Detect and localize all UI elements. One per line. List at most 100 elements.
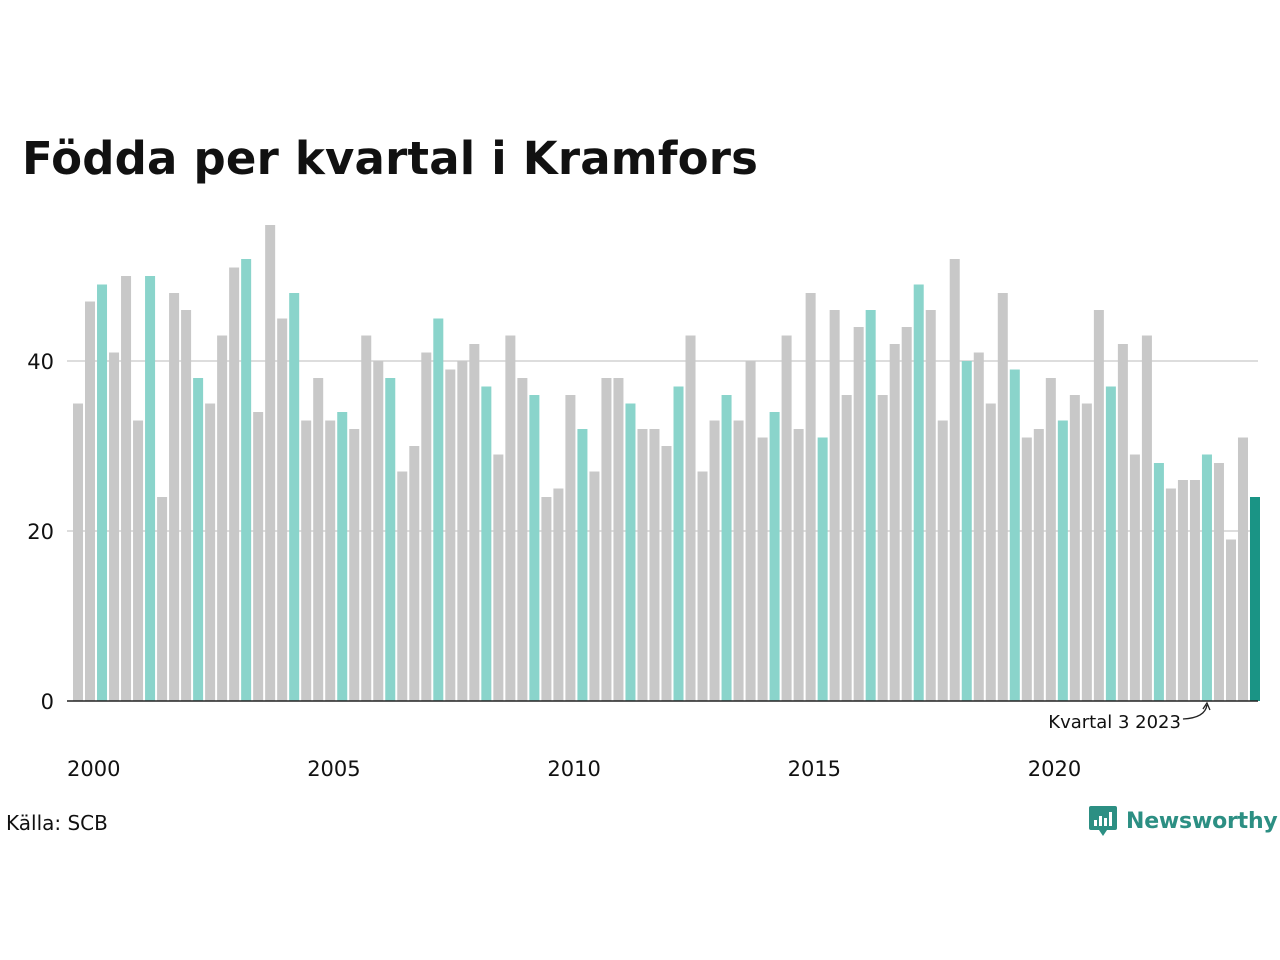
bar-2016-q4	[877, 395, 888, 701]
bar-2017-q1	[889, 344, 900, 701]
bar-2023-q2	[1189, 480, 1200, 701]
bar-2001-q2	[133, 420, 144, 701]
bar-2024-q1	[1225, 539, 1236, 701]
bar-2000-q1	[73, 403, 84, 701]
bar-2019-q2	[997, 293, 1008, 701]
x-tick-label: 2000	[67, 757, 120, 781]
bar-2008-q2	[469, 344, 480, 701]
bar-2009-q2	[517, 378, 528, 701]
bar-2009-q4	[541, 497, 552, 701]
bar-2010-q4	[589, 471, 600, 701]
bar-2014-q2	[757, 437, 768, 701]
bar-2021-q3	[1105, 386, 1116, 701]
bar-2001-q3	[145, 276, 156, 701]
x-tick-label: 2005	[307, 757, 360, 781]
bar-2007-q1	[409, 446, 420, 701]
bar-2015-q3	[817, 437, 828, 701]
bar-2005-q1	[313, 378, 324, 701]
bar-2019-q1	[985, 403, 996, 701]
bar-2004-q1	[265, 225, 276, 701]
bar-2018-q2	[949, 259, 960, 701]
bar-2002-q2	[181, 310, 192, 701]
x-tick-label: 2015	[788, 757, 841, 781]
bar-2020-q1	[1033, 429, 1044, 701]
bar-2000-q4	[109, 352, 120, 701]
bar-2011-q4	[637, 429, 648, 701]
bar-2003-q2	[229, 267, 240, 701]
bar-2011-q2	[613, 378, 624, 701]
bar-2001-q1	[121, 276, 132, 701]
bar-2008-q4	[493, 454, 504, 701]
bar-2002-q3	[193, 378, 204, 701]
bar-2022-q4	[1165, 488, 1176, 701]
source-note: Källa: SCB	[6, 811, 108, 835]
bar-2019-q4	[1021, 437, 1032, 701]
bar-2003-q1	[217, 335, 228, 701]
y-tick-label: 20	[27, 520, 54, 544]
bar-2023-q3	[1201, 454, 1212, 701]
x-axis: 2000 2005 2010 2015 2020	[67, 700, 1258, 781]
bar-2013-q4	[733, 420, 744, 701]
bar-2013-q2	[709, 420, 720, 701]
bar-2019-q3	[1009, 369, 1020, 701]
bar-2012-q1	[649, 429, 660, 701]
bar-2010-q1	[553, 488, 564, 701]
annotation-label: Kvartal 3 2023	[1048, 712, 1181, 733]
newsworthy-logo-text: Newsworthy	[1126, 808, 1278, 834]
bar-2016-q1	[841, 395, 852, 701]
bar-2013-q3	[721, 395, 732, 701]
bar-2000-q3	[97, 284, 108, 701]
bar-2021-q4	[1117, 344, 1128, 701]
bar-2020-q2	[1045, 378, 1056, 701]
bar-2006-q1	[361, 335, 372, 701]
bar-2015-q1	[793, 429, 804, 701]
bar-2022-q3	[1153, 463, 1164, 701]
bar-2017-q3	[913, 284, 924, 701]
bar-2018-q4	[973, 352, 984, 701]
bar-2004-q3	[289, 293, 300, 701]
bar-2006-q4	[397, 471, 408, 701]
bar-2005-q2	[325, 420, 336, 701]
bar-chart: 0 20 40 2000 2005 2010 2015 2020 Kvartal 3 202…	[27, 225, 1260, 781]
bar-2011-q1	[601, 378, 612, 701]
bar-2005-q3	[337, 412, 348, 701]
bar-2007-q2	[421, 352, 432, 701]
y-tick-label: 0	[41, 690, 54, 714]
bar-2002-q4	[205, 403, 216, 701]
x-tick-label: 2010	[547, 757, 600, 781]
bar-2023-q4	[1213, 463, 1224, 701]
bar-2012-q2	[661, 446, 672, 701]
bar-2008-q1	[457, 361, 468, 701]
bar-2007-q4	[445, 369, 456, 701]
bar-2022-q1	[1129, 454, 1140, 701]
bar-2022-q2	[1141, 335, 1152, 701]
x-tick-label: 2020	[1028, 757, 1081, 781]
bar-2010-q3	[577, 429, 588, 701]
bar-2008-q3	[481, 386, 492, 701]
bar-2024-q2	[1237, 437, 1248, 701]
bar-2002-q1	[169, 293, 180, 701]
newsworthy-logo[interactable]: Newsworthy	[1088, 804, 1278, 838]
bars	[73, 225, 1260, 701]
bar-2006-q2	[373, 361, 384, 701]
y-axis: 0 20 40	[27, 350, 54, 714]
y-tick-label: 40	[27, 350, 54, 374]
chart-title: Födda per kvartal i Kramfors	[22, 132, 759, 185]
bar-2014-q1	[745, 361, 756, 701]
newsworthy-logo-icon	[1089, 806, 1117, 836]
bar-2004-q2	[277, 318, 288, 701]
bar-2006-q3	[385, 378, 396, 701]
bar-2021-q1	[1081, 403, 1092, 701]
bar-2003-q3	[241, 259, 252, 701]
annotation-arrow	[1182, 704, 1208, 720]
bar-2016-q3	[865, 310, 876, 701]
bar-2009-q1	[505, 335, 516, 701]
bar-2018-q3	[961, 361, 972, 701]
bar-2020-q4	[1069, 395, 1080, 701]
bar-2020-q3	[1057, 420, 1068, 701]
bar-2015-q2	[805, 293, 816, 701]
bar-2000-q2	[85, 301, 96, 701]
bar-2018-q1	[937, 420, 948, 701]
bar-2013-q1	[697, 471, 708, 701]
bar-2005-q4	[349, 429, 360, 701]
